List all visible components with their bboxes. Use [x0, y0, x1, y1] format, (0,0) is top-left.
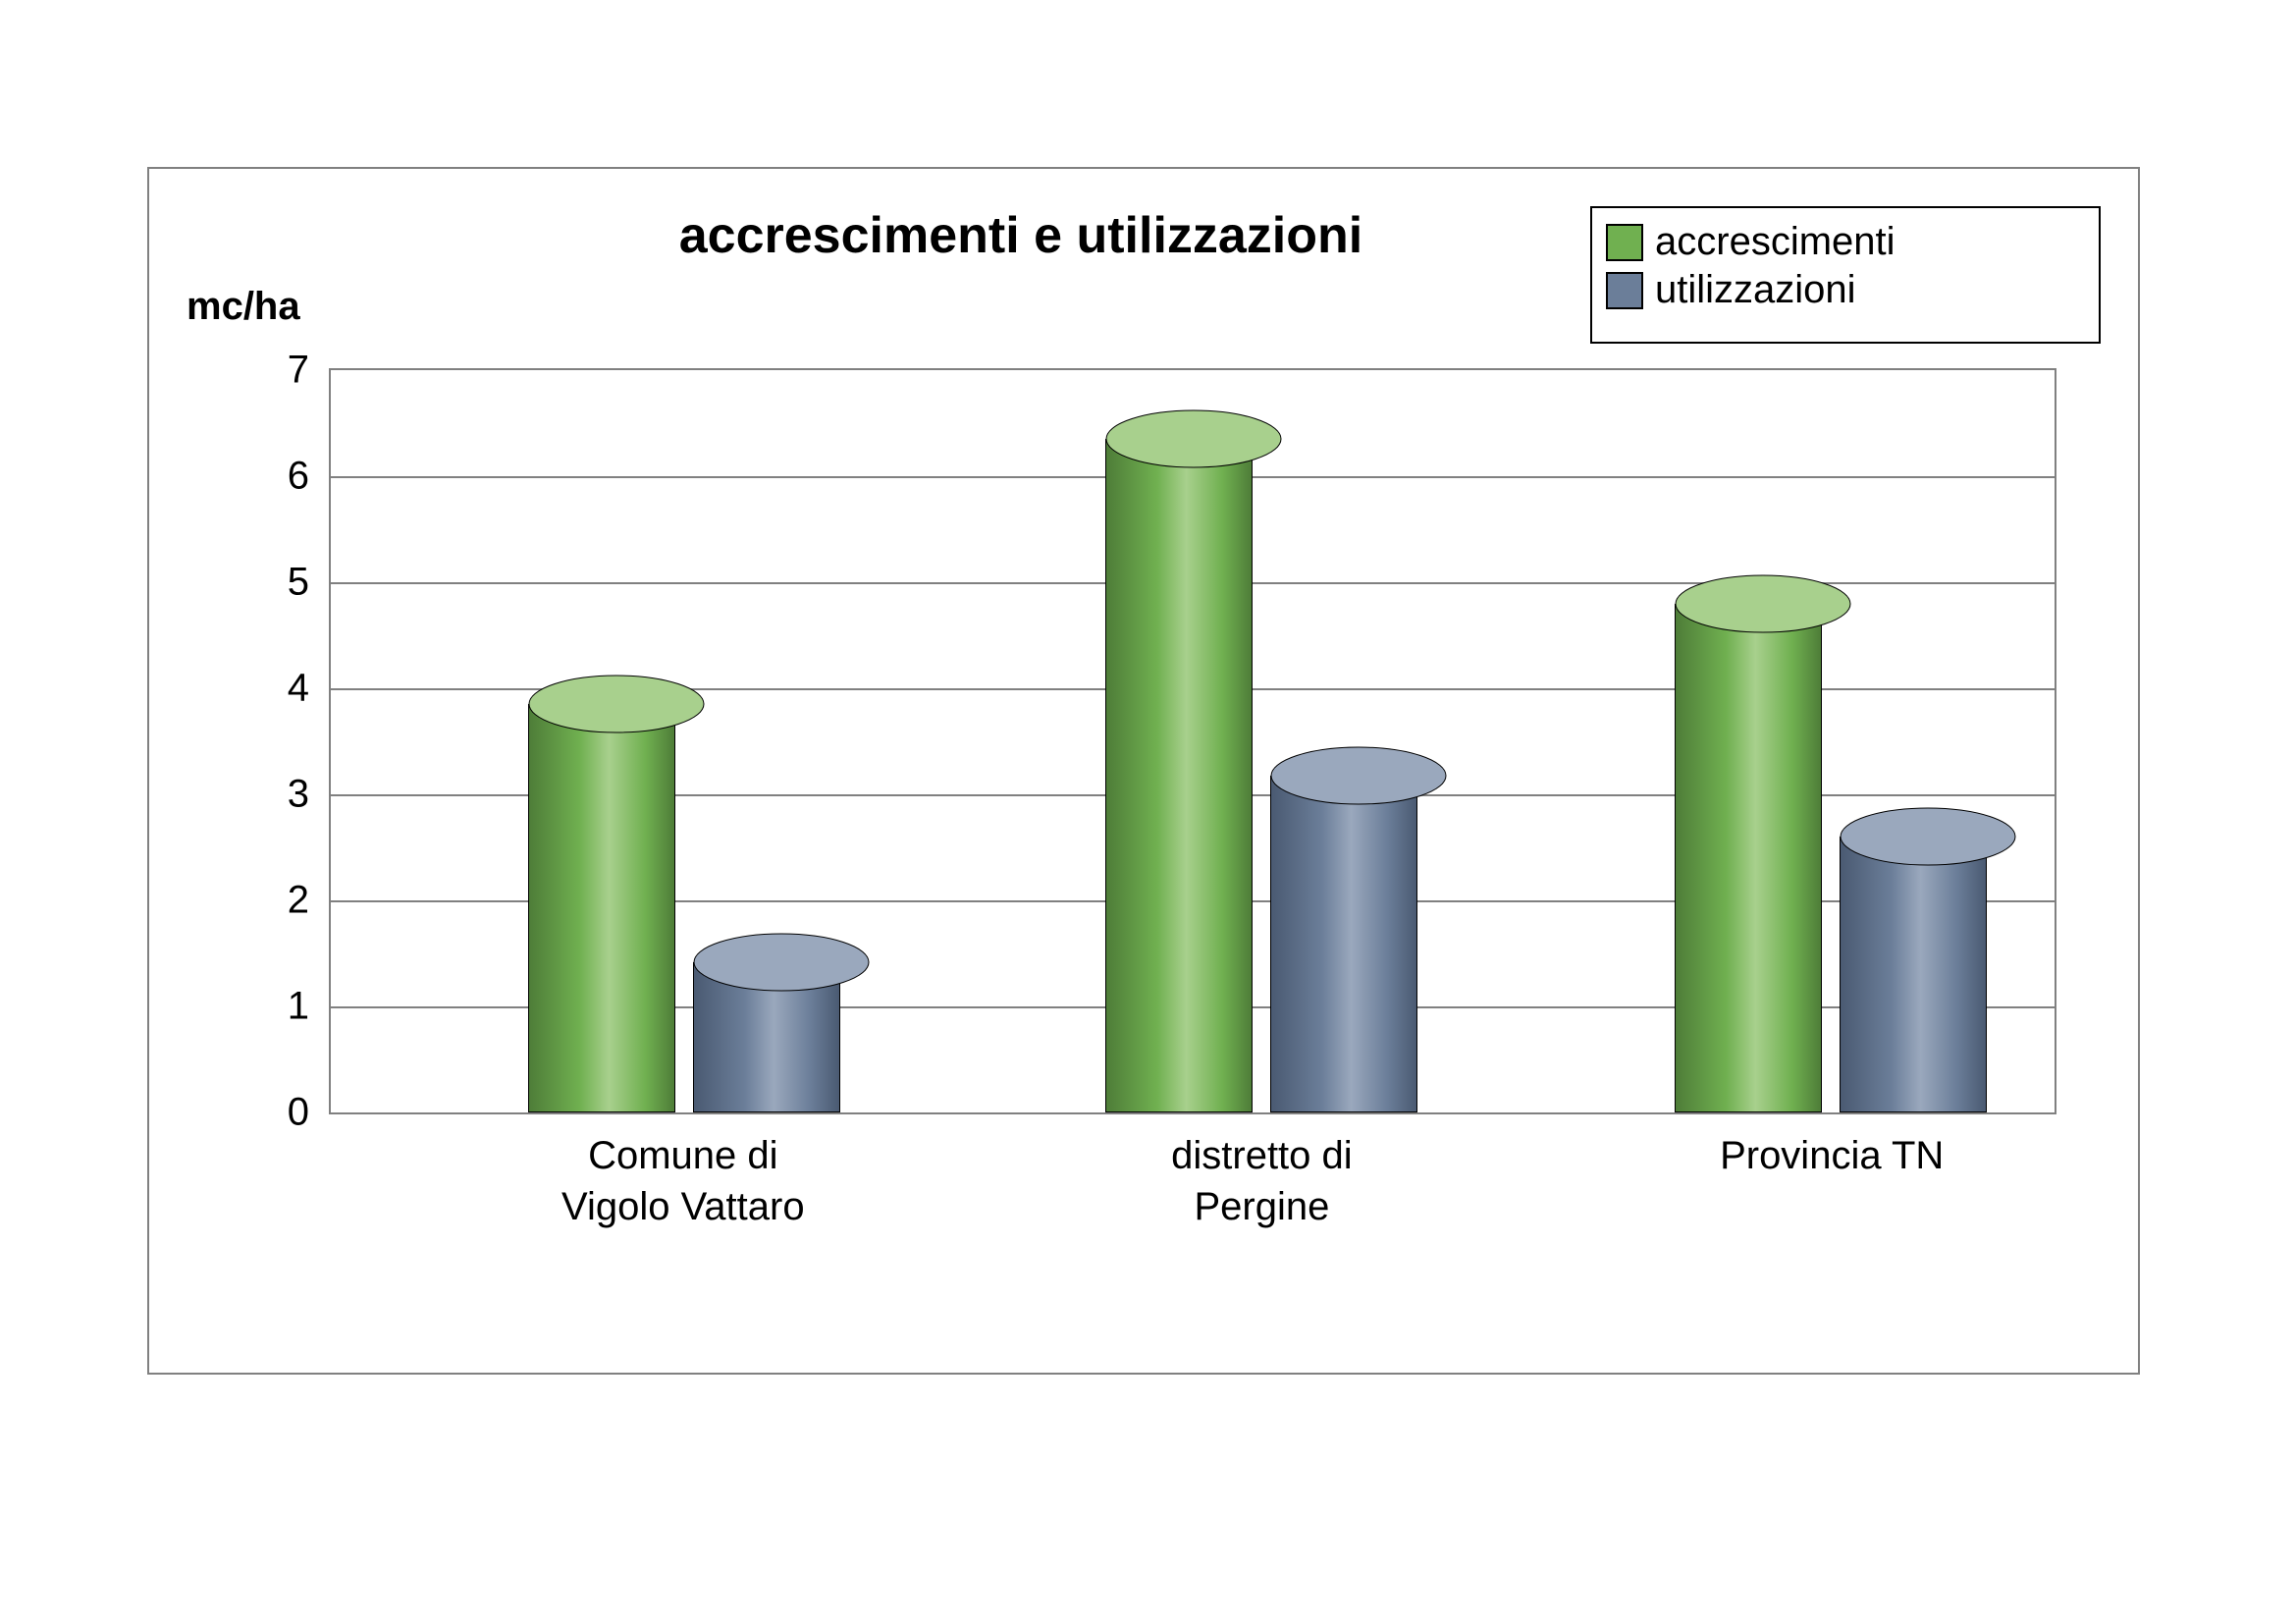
legend: accrescimentiutilizzazioni: [1590, 206, 2101, 344]
x-tick-label: Pergine: [1016, 1185, 1507, 1229]
chart-title: accrescimenti e utilizzazioni: [481, 206, 1561, 265]
y-axis-title: mc/ha: [187, 285, 300, 329]
legend-item: utilizzazioni: [1606, 268, 2085, 312]
bar: [1105, 409, 1282, 1112]
bar-top: [1675, 574, 1851, 633]
x-tick-label: Provincia TN: [1586, 1134, 2077, 1178]
x-tick-label: Comune di: [438, 1134, 929, 1178]
bar: [1675, 574, 1851, 1112]
y-tick-label: 5: [260, 561, 309, 605]
bar: [1840, 807, 2016, 1112]
bar-top: [1105, 409, 1282, 468]
bar-front: [1840, 837, 1987, 1112]
legend-swatch: [1606, 224, 1643, 261]
y-tick-label: 2: [260, 879, 309, 923]
bar-top: [1840, 807, 2016, 866]
legend-swatch: [1606, 272, 1643, 309]
bar: [1270, 746, 1447, 1112]
bar-front: [1675, 604, 1822, 1112]
bar: [528, 675, 705, 1112]
y-tick-label: 6: [260, 455, 309, 499]
x-tick-label: Vigolo Vattaro: [438, 1185, 929, 1229]
bar-top: [693, 933, 870, 992]
plot-area: [329, 368, 2056, 1114]
bar-front: [1105, 439, 1253, 1112]
bar: [693, 933, 870, 1112]
legend-label: accrescimenti: [1655, 220, 1896, 264]
x-tick-label: distretto di: [1016, 1134, 1507, 1178]
legend-label: utilizzazioni: [1655, 268, 1856, 312]
y-tick-label: 4: [260, 667, 309, 711]
bar-top: [1270, 746, 1447, 805]
y-tick-label: 7: [260, 349, 309, 393]
y-tick-label: 3: [260, 773, 309, 817]
y-tick-label: 1: [260, 985, 309, 1029]
legend-item: accrescimenti: [1606, 220, 2085, 264]
bar-top: [528, 675, 705, 733]
y-tick-label: 0: [260, 1091, 309, 1135]
bar-front: [528, 704, 675, 1112]
bar-front: [1270, 776, 1417, 1112]
